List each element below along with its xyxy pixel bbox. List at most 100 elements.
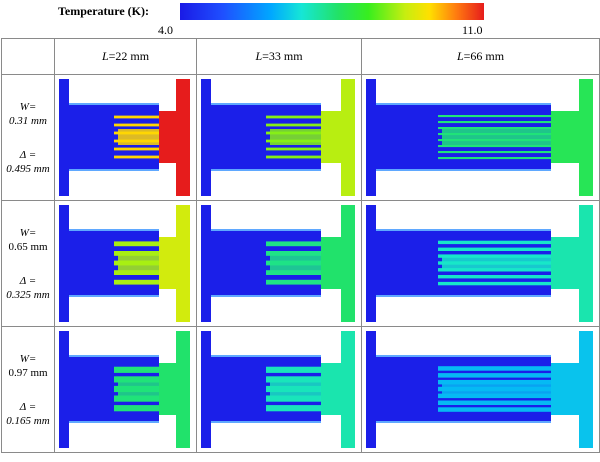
body-edge-bottom	[376, 421, 551, 423]
cold-end-bar	[201, 79, 211, 196]
hot-end-plate	[341, 205, 355, 322]
temperature-map	[59, 79, 190, 196]
sim-cell	[361, 326, 600, 453]
cold-end-bar	[201, 205, 211, 322]
fin	[114, 405, 159, 412]
hot-end-plate	[579, 79, 593, 196]
column-header-l66: L=66 mm	[361, 38, 600, 75]
fin	[266, 155, 321, 159]
body-edge-top	[69, 229, 159, 231]
body-edge-top	[211, 103, 321, 105]
body-edge-bottom	[376, 295, 551, 297]
cold-end-bar	[366, 205, 376, 322]
colorbar-max-label: 11.0	[462, 23, 483, 37]
temperature-map	[366, 79, 593, 196]
row-header-w031: W= 0.31 mm Δ = 0.495 mm	[1, 74, 55, 201]
body-edge-bottom	[211, 295, 321, 297]
body-edge-bottom	[376, 169, 551, 171]
fin	[266, 241, 321, 247]
fin	[266, 395, 321, 402]
heat-spreader	[321, 363, 341, 415]
temperature-map	[366, 205, 593, 322]
fin	[266, 115, 321, 119]
heat-spreader	[321, 111, 341, 163]
hot-end-plate	[176, 331, 190, 448]
cold-end-bar	[59, 79, 69, 196]
hot-end-plate	[176, 79, 190, 196]
fin	[438, 400, 551, 405]
body-edge-top	[69, 355, 159, 357]
heat-spreader	[551, 237, 579, 289]
cold-end-bar	[366, 331, 376, 448]
fin	[266, 376, 321, 383]
fin	[438, 281, 551, 286]
simulation-grid: L=22 mm L=33 mm L=66 mm W= 0.31 mm Δ = 0…	[1, 38, 600, 453]
fin	[438, 366, 551, 371]
fin	[438, 121, 551, 124]
body-edge-bottom	[69, 295, 159, 297]
fin	[266, 366, 321, 373]
fin-core	[270, 255, 321, 271]
sim-cell	[361, 74, 600, 201]
fin	[114, 123, 159, 127]
fin	[438, 407, 551, 412]
temperature-map	[201, 205, 355, 322]
fin	[438, 373, 551, 378]
heat-spreader	[551, 363, 579, 415]
hot-end-plate	[341, 79, 355, 196]
row-header-w097: W= 0.97 mm Δ = 0.165 mm	[1, 326, 55, 453]
heat-spreader	[159, 237, 176, 289]
sim-cell	[196, 326, 362, 453]
heat-spreader	[551, 111, 579, 163]
fin	[438, 247, 551, 251]
fin	[438, 157, 551, 160]
row-w031: W= 0.31 mm Δ = 0.495 mm	[1, 74, 600, 201]
cold-end-bar	[366, 79, 376, 196]
fin	[266, 270, 321, 275]
fin	[114, 376, 159, 383]
hot-end-plate	[176, 205, 190, 322]
heat-spreader	[159, 363, 176, 415]
heat-spreader	[321, 237, 341, 289]
fin	[114, 279, 159, 285]
row-header-w065: W= 0.65 mm Δ = 0.325 mm	[1, 200, 55, 327]
body-edge-bottom	[211, 421, 321, 423]
cold-end-bar	[59, 331, 69, 448]
temperature-map	[201, 79, 355, 196]
body-edge-bottom	[69, 421, 159, 423]
colorbar-min-label: 4.0	[158, 23, 173, 37]
fin	[114, 366, 159, 373]
column-header-l33: L=33 mm	[196, 38, 362, 75]
temperature-map	[366, 331, 593, 448]
heat-spreader	[159, 111, 176, 163]
fin	[114, 147, 159, 151]
fin	[266, 405, 321, 412]
fin	[114, 155, 159, 159]
sim-cell	[196, 74, 362, 201]
temperature-map	[201, 331, 355, 448]
body-edge-top	[376, 229, 551, 231]
fin-core	[270, 129, 321, 145]
sim-cell	[361, 200, 600, 327]
sim-cell	[54, 326, 197, 453]
body-edge-top	[211, 355, 321, 357]
fin	[266, 123, 321, 127]
corner-cell	[1, 38, 55, 75]
fin	[114, 395, 159, 402]
fin-core	[118, 381, 159, 397]
fin-core	[118, 129, 159, 145]
sim-cell	[54, 200, 197, 327]
body-edge-top	[376, 355, 551, 357]
hot-end-plate	[341, 331, 355, 448]
temperature-map	[59, 205, 190, 322]
fin	[438, 275, 551, 279]
body-edge-top	[376, 103, 551, 105]
colorbar-gradient	[180, 3, 484, 20]
cold-end-bar	[201, 331, 211, 448]
fin	[114, 251, 159, 256]
body-edge-bottom	[211, 169, 321, 171]
fin	[114, 270, 159, 275]
fin-core	[442, 255, 551, 271]
header-row: L=22 mm L=33 mm L=66 mm	[1, 38, 600, 75]
sim-cell	[54, 74, 197, 201]
